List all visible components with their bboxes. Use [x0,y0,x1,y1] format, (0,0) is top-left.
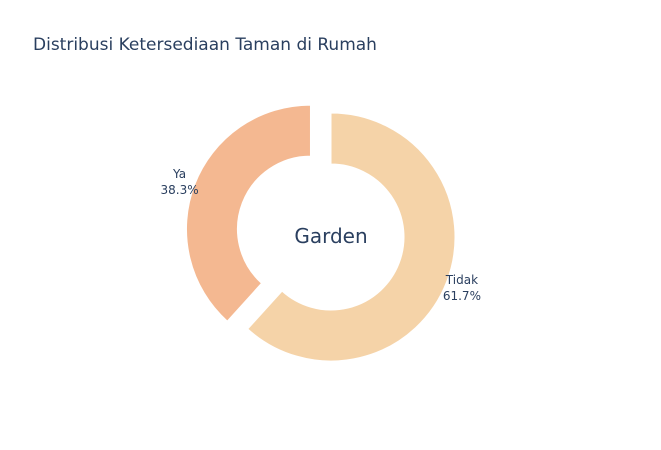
slice-percent-ya: 38.3% [160,183,198,197]
slice-tidak[interactable] [247,112,456,362]
slices-layer [186,104,456,362]
center-label: Garden [294,224,367,248]
chart-title: Distribusi Ketersediaan Taman di Rumah [33,35,377,55]
slice-label-ya: Ya [172,167,186,181]
slice-percent-tidak: 61.7% [443,289,481,303]
slice-label-tidak: Tidak [445,273,478,287]
slice-ya[interactable] [186,104,311,322]
labels-layer: Tidak 61.7% Ya 38.3% [160,167,480,303]
